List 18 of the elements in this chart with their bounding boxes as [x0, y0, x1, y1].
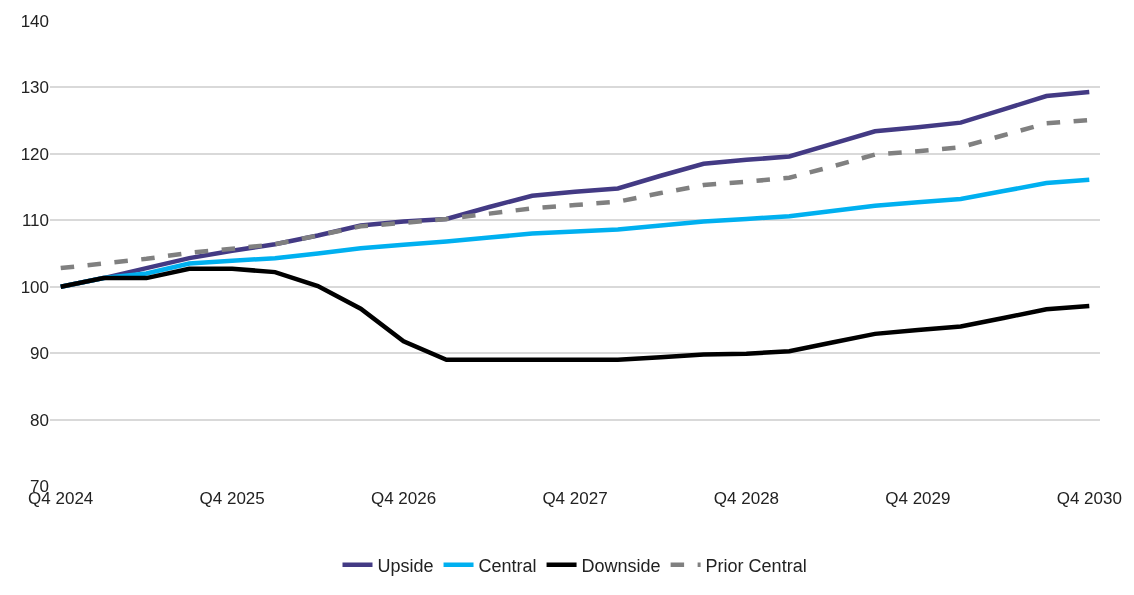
legend-label: Downside [581, 555, 661, 576]
x-tick-label: Q4 2028 [713, 489, 780, 508]
x-tick-label: Q4 2026 [370, 489, 437, 508]
legend-label: Upside [377, 555, 434, 576]
legend-label: Prior Central [705, 555, 807, 576]
y-tick-label: 140 [20, 11, 49, 31]
x-tick-label: Q4 2030 [1056, 489, 1122, 508]
x-tick-label: Q4 2029 [885, 489, 951, 508]
y-tick-label: 90 [30, 344, 49, 364]
y-tick-label: 120 [20, 144, 49, 164]
y-tick-label: 100 [20, 277, 49, 297]
line-series [58, 266, 1092, 363]
y-tick-label: 130 [20, 78, 49, 98]
x-tick-label: Q4 2027 [542, 489, 608, 508]
y-tick-label: 110 [21, 211, 49, 231]
legend-label: Central [478, 555, 537, 576]
x-tick-label: Q4 2025 [199, 489, 265, 508]
y-tick-label: 80 [30, 410, 49, 430]
